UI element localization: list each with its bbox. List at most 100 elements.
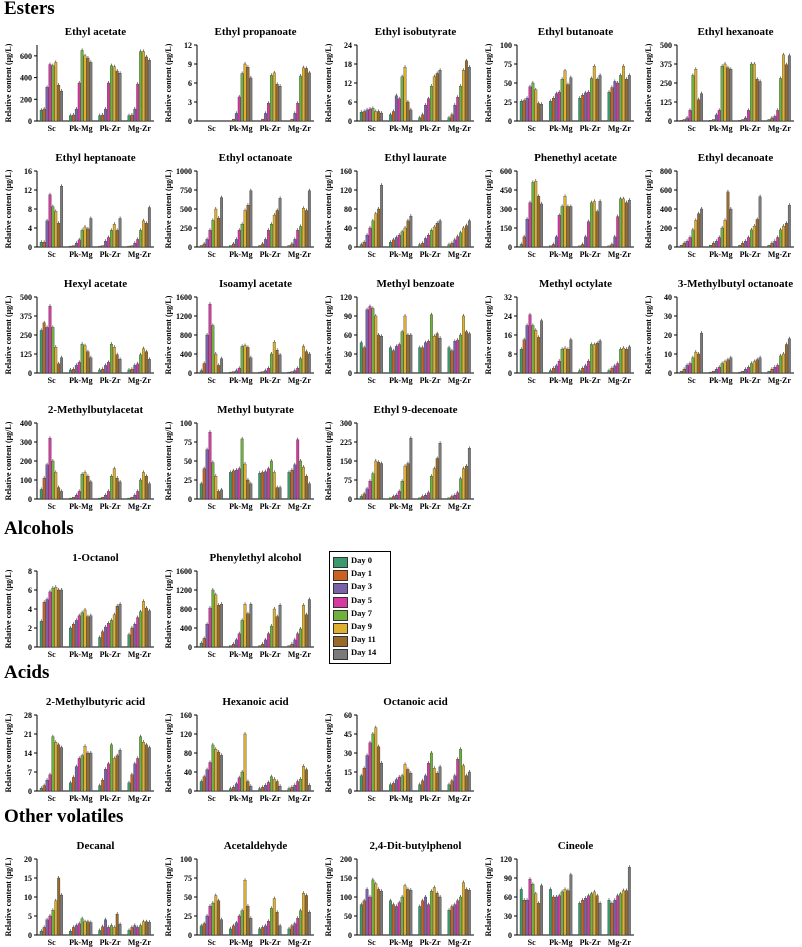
bar-pk-mg-day-0 [389, 784, 392, 792]
x-tick-label: Pk-Mg [229, 650, 253, 659]
bar-pk-mg-day-3 [77, 758, 81, 792]
bar-pk-mg-day-2 [394, 906, 398, 936]
y-tick-label: 50 [504, 79, 512, 88]
bar-pk-mg-day-0 [69, 115, 72, 122]
bar-mg-zr-day-7 [147, 483, 151, 500]
bar-sc-day-2 [525, 98, 529, 122]
x-tick-label: Sc [208, 938, 216, 947]
y-tick-label: 0 [668, 369, 672, 378]
bar-sc-day-6 [377, 889, 381, 936]
x-tick-label: Pk-Zr [260, 650, 281, 659]
bar-pk-zr-day-5 [752, 63, 756, 122]
y-axis-label: Relative content (μg/L) [484, 857, 493, 936]
bar-sc-day-6 [377, 334, 381, 374]
bar-pk-mg-day-7 [409, 438, 413, 500]
y-tick-label: 100 [180, 419, 192, 428]
bar-pk-mg-day-1 [232, 371, 235, 374]
bar-sc-day-3 [368, 227, 372, 248]
x-tick-label: Pk-Zr [580, 938, 601, 947]
y-tick-label: 250 [180, 224, 192, 233]
bar-mg-zr-day-4 [619, 75, 623, 122]
bar-mg-zr-day-3 [136, 491, 140, 500]
bar-pk-mg-day-1 [712, 370, 715, 374]
bar-pk-mg-day-3 [717, 110, 721, 122]
bar-pk-mg-day-4 [560, 206, 564, 248]
y-tick-label: 8 [28, 567, 32, 576]
bar-sc-day-0 [39, 489, 43, 500]
bar-pk-mg-day-7 [249, 786, 253, 792]
y-tick-label: 75 [184, 874, 192, 883]
bar-pk-mg-day-4 [720, 363, 724, 374]
bar-mg-zr-day-3 [456, 339, 460, 374]
bar-pk-zr-day-0 [738, 120, 742, 122]
x-tick-label: Sc [368, 376, 376, 385]
bar-sc-day-5 [374, 883, 378, 936]
x-tick-label: Pk-Mg [549, 376, 573, 385]
x-tick-label: Pk-Mg [549, 250, 573, 259]
bar-mg-zr-day-4 [619, 198, 623, 248]
bar-sc-day-6 [57, 589, 61, 648]
bar-pk-mg-day-3 [717, 367, 721, 374]
x-tick-label: Sc [688, 250, 696, 259]
bar-sc-day-4 [51, 460, 55, 500]
bar-pk-zr-day-3 [267, 921, 270, 936]
bar-mg-zr-day-2 [613, 900, 617, 936]
bar-pk-zr-day-2 [424, 342, 427, 374]
bar-sc-day-1 [202, 363, 206, 374]
y-tick-label: 0 [508, 117, 512, 126]
bar-pk-mg-day-4 [80, 343, 84, 374]
chart-phenylethyl-alcohol: Phenylethyl alcohol Relative content (μg/… [164, 552, 314, 659]
bar-sc-day-1 [42, 927, 46, 936]
bar-pk-zr-day-4 [429, 230, 433, 248]
x-tick-label: Pk-Mg [229, 124, 253, 133]
bar-sc-day-4 [211, 744, 215, 792]
chart-methyl-benzoate: Methyl benzoate Relative content (μg/L) 0 3… [324, 278, 474, 385]
bar-pk-mg-day-3 [557, 895, 561, 936]
bar-pk-mg-day-1 [552, 368, 555, 374]
x-tick-label: Mg-Zr [128, 250, 152, 259]
bar-sc-day-4 [211, 589, 215, 648]
bar-pk-mg-day-6 [246, 347, 250, 374]
chart-ethyl-heptanoate: Ethyl heptanoate Relative content (μg/L) 0… [4, 152, 154, 259]
bar-pk-mg-day-0 [229, 245, 232, 248]
bar-sc-day-5 [54, 211, 58, 248]
y-tick-label: 16 [24, 167, 32, 176]
bar-mg-zr-day-4 [139, 611, 143, 648]
y-tick-label: 30 [344, 749, 352, 758]
bar-pk-mg-day-2 [234, 783, 238, 792]
bar-sc-day-7 [540, 203, 543, 248]
bar-mg-zr-day-7 [467, 448, 471, 500]
bar-mg-zr-day-4 [299, 460, 303, 500]
bar-pk-mg-day-4 [560, 891, 564, 936]
bar-pk-zr-day-0 [418, 347, 422, 374]
bar-pk-zr-day-5 [272, 341, 276, 374]
bar-mg-zr-day-0 [447, 347, 451, 374]
bar-pk-zr-day-7 [278, 354, 282, 374]
bar-pk-mg-day-5 [243, 733, 247, 792]
bar-sc-day-7 [380, 112, 383, 122]
x-tick-label: Sc [208, 376, 216, 385]
bar-pk-mg-day-6 [406, 463, 410, 500]
bar-pk-mg-day-6 [246, 479, 250, 500]
bar-sc-day-3 [368, 896, 372, 936]
bar-mg-zr-day-0 [447, 244, 451, 248]
x-tick-label: Pk-Zr [260, 794, 281, 803]
bar-pk-mg-day-4 [240, 771, 244, 792]
bar-pk-mg-day-2 [714, 369, 718, 374]
bar-pk-zr-day-5 [112, 927, 116, 936]
y-tick-label: 100 [180, 855, 192, 864]
bar-pk-mg-day-5 [403, 764, 407, 792]
y-tick-label: 120 [340, 293, 352, 302]
bar-pk-mg-day-0 [389, 347, 392, 374]
bar-sc-day-0 [39, 931, 43, 936]
bar-sc-day-1 [42, 477, 46, 500]
chart-title: Acetaldehyde [224, 840, 288, 852]
bar-mg-zr-day-3 [136, 363, 140, 374]
bar-pk-mg-day-5 [243, 210, 247, 248]
chart-title: Cineole [558, 840, 594, 852]
bar-mg-zr-day-1 [450, 243, 454, 248]
bar-sc-day-1 [682, 119, 686, 122]
bar-mg-zr-day-5 [142, 220, 145, 248]
bar-sc-day-1 [362, 493, 366, 500]
legend-swatch [333, 623, 348, 634]
